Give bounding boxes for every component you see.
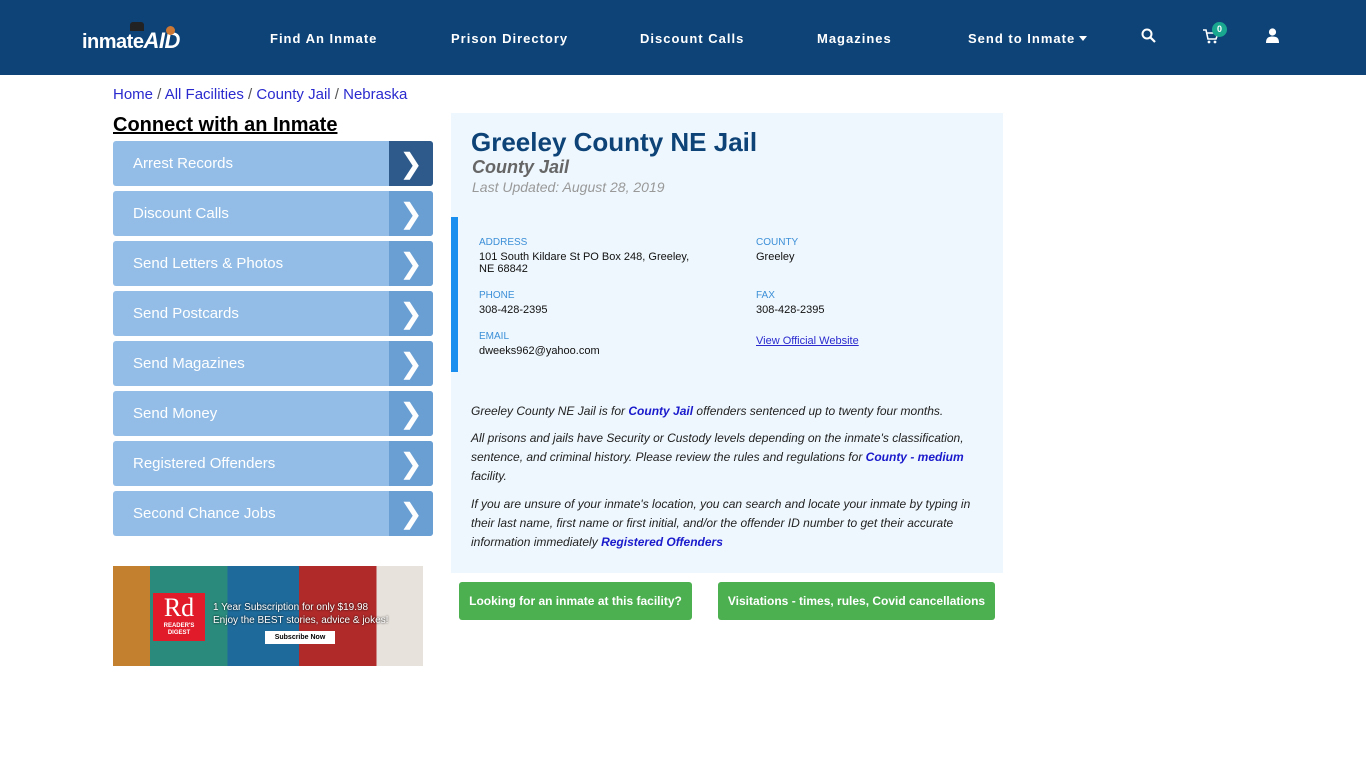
find-inmate-facility-button[interactable]: Looking for an inmate at this facility? [459,582,692,620]
caret-down-icon [1079,36,1088,41]
facility-panel: Greeley County NE Jail County Jail Last … [451,113,1003,573]
sidebar-item-arrest-records[interactable]: Arrest Records ❯ [113,141,433,186]
fax-label: FAX [756,290,775,301]
visitations-button[interactable]: Visitations - times, rules, Covid cancel… [718,582,995,620]
county-label: COUNTY [756,237,799,248]
chevron-right-icon: ❯ [389,391,433,436]
nav-magazines[interactable]: Magazines [817,31,892,46]
ad-subscribe-button[interactable]: Subscribe Now [265,631,335,644]
nav-send-to-inmate[interactable]: Send to Inmate [968,31,1088,46]
chevron-right-icon: ❯ [389,441,433,486]
breadcrumb-county-jail[interactable]: County Jail [256,86,331,103]
leaf-icon [166,26,175,35]
county-medium-link[interactable]: County - medium [865,450,964,464]
ad-logo: Rd READER'S DIGEST [153,593,205,641]
contact-info: ADDRESS 101 South Kildare St PO Box 248,… [451,217,1003,372]
sidebar-item-discount-calls[interactable]: Discount Calls ❯ [113,191,433,236]
top-nav: inmateAID Find An Inmate Prison Director… [0,0,1366,75]
official-website-link[interactable]: View Official Website [756,335,859,347]
email-label: EMAIL [479,331,510,342]
sidebar-item-second-chance-jobs[interactable]: Second Chance Jobs ❯ [113,491,433,536]
chevron-right-icon: ❯ [389,141,433,186]
chevron-right-icon: ❯ [389,241,433,286]
hat-icon [130,22,144,31]
sidebar-item-send-magazines[interactable]: Send Magazines ❯ [113,341,433,386]
chevron-right-icon: ❯ [389,291,433,336]
breadcrumb-nebraska[interactable]: Nebraska [343,86,408,103]
description-p3: If you are unsure of your inmate's locat… [471,497,971,549]
address-label: ADDRESS [479,237,528,248]
breadcrumb: Home / All Facilities / County Jail / Ne… [113,86,408,103]
ad-text: 1 Year Subscription for only $19.98 Enjoy… [213,602,389,626]
description-p1: Greeley County NE Jail is for County Jai… [471,404,944,418]
breadcrumb-all-facilities[interactable]: All Facilities [164,86,244,103]
chevron-right-icon: ❯ [389,191,433,236]
fax-value: 308-428-2395 [756,304,825,316]
sidebar-item-send-money[interactable]: Send Money ❯ [113,391,433,436]
last-updated: Last Updated: August 28, 2019 [472,179,665,195]
sidebar-item-send-letters-photos[interactable]: Send Letters & Photos ❯ [113,241,433,286]
nav-discount-calls[interactable]: Discount Calls [640,31,745,46]
search-icon[interactable] [1141,28,1156,43]
phone-label: PHONE [479,290,515,301]
sidebar-heading: Connect with an Inmate [113,114,338,136]
breadcrumb-home[interactable]: Home [113,86,154,103]
logo[interactable]: inmateAID [82,22,180,54]
sidebar-menu: Arrest Records ❯ Discount Calls ❯ Send Let… [113,141,433,541]
nav-find-inmate[interactable]: Find An Inmate [270,31,378,46]
readers-digest-ad[interactable]: Rd READER'S DIGEST 1 Year Subscription fo… [113,566,423,666]
county-jail-link[interactable]: County Jail [628,404,694,418]
facility-type: County Jail [472,157,570,177]
cart-count-badge: 0 [1212,22,1227,37]
county-value: Greeley [756,251,795,263]
email-value: dweeks962@yahoo.com [479,345,600,357]
phone-value: 308-428-2395 [479,304,548,316]
page-title: Greeley County NE Jail [471,127,758,157]
description-p2: All prisons and jails have Security or C… [471,431,964,483]
chevron-right-icon: ❯ [389,491,433,536]
nav-prison-directory[interactable]: Prison Directory [451,31,569,46]
registered-offenders-link[interactable]: Registered Offenders [601,535,723,549]
address-value: 101 South Kildare St PO Box 248, Greeley… [479,251,690,275]
sidebar-item-send-postcards[interactable]: Send Postcards ❯ [113,291,433,336]
sidebar-item-registered-offenders[interactable]: Registered Offenders ❯ [113,441,433,486]
user-icon[interactable] [1266,28,1279,43]
chevron-right-icon: ❯ [389,341,433,386]
